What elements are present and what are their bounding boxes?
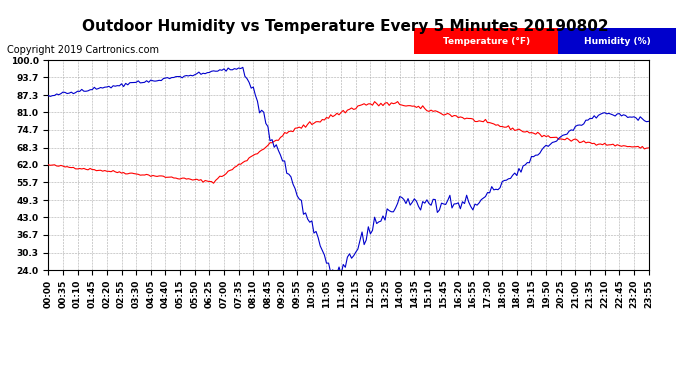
- Text: Outdoor Humidity vs Temperature Every 5 Minutes 20190802: Outdoor Humidity vs Temperature Every 5 …: [81, 19, 609, 34]
- Text: Copyright 2019 Cartronics.com: Copyright 2019 Cartronics.com: [7, 45, 159, 55]
- Text: Temperature (°F): Temperature (°F): [442, 37, 530, 46]
- Text: Humidity (%): Humidity (%): [584, 37, 651, 46]
- FancyBboxPatch shape: [558, 28, 676, 54]
- FancyBboxPatch shape: [414, 28, 558, 54]
